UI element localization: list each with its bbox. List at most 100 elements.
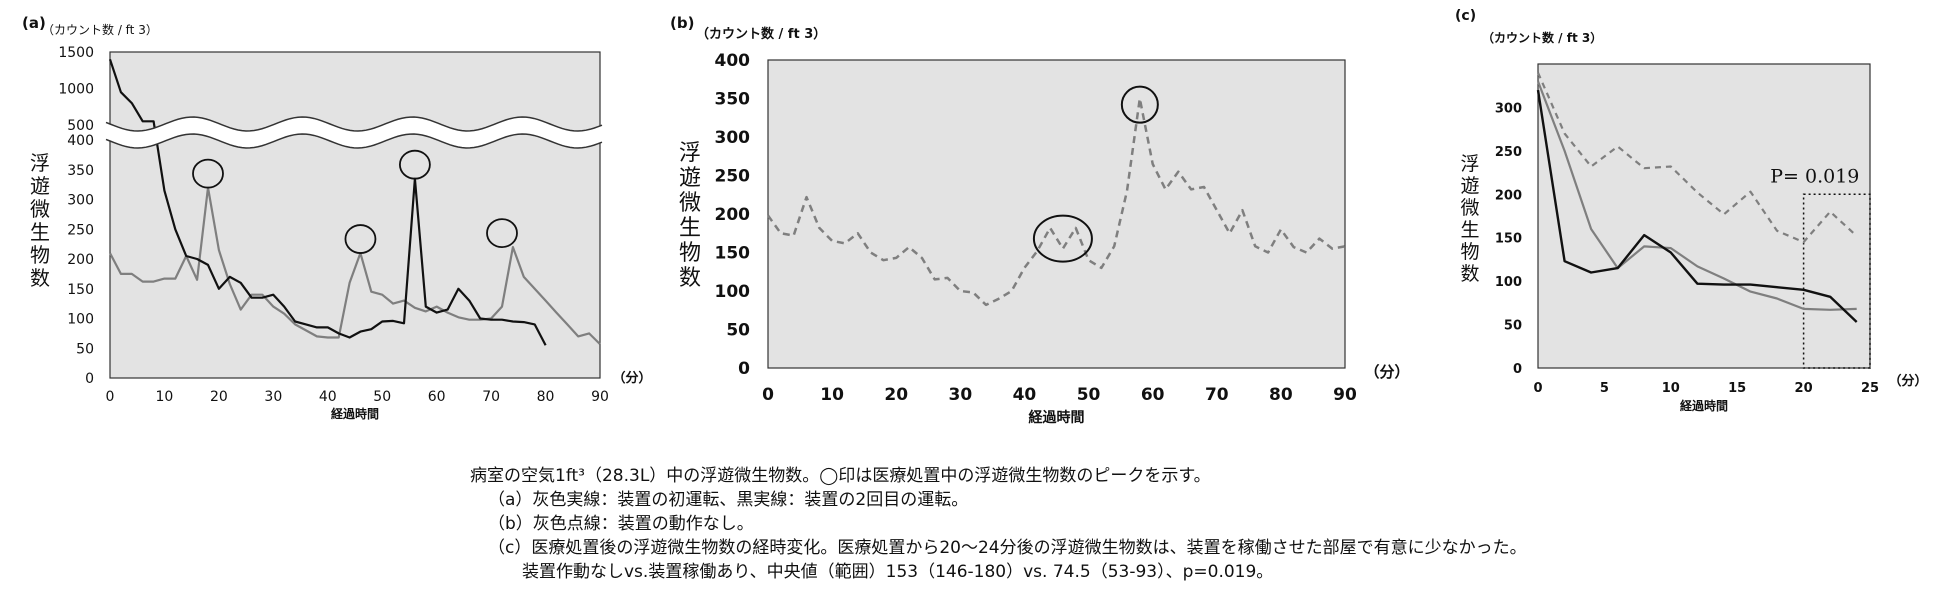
y-axis-label-b-char: 浮 xyxy=(679,141,701,166)
y-tick-label-b: 200 xyxy=(715,205,751,225)
x-tick-label-b: 20 xyxy=(884,385,908,405)
y-tick-label-a: 150 xyxy=(67,282,94,298)
y-tick-label-c: 200 xyxy=(1495,188,1522,203)
series-line-a-1 xyxy=(109,186,601,345)
y-axis-label-c-char: 微 xyxy=(1460,197,1479,219)
y-tick-label-a: 400 xyxy=(67,133,94,149)
p-value-annotation-c: P= 0.019 xyxy=(1770,165,1859,187)
y-tick-label-a: 0 xyxy=(85,371,94,387)
y-tick-label-a: 500 xyxy=(67,118,94,134)
x-tick-label-b: 70 xyxy=(1205,385,1229,405)
y-axis-label-c-char: 数 xyxy=(1460,263,1479,285)
y-axis-label-b-char: 生 xyxy=(679,216,701,241)
unit-label-b: （カウント数 / ft 3） xyxy=(696,26,826,42)
y-tick-label-a: 300 xyxy=(67,193,94,209)
caption-line-3: （b）灰色点線：装置の動作なし。 xyxy=(488,514,754,534)
series-line-c-3 xyxy=(1536,89,1858,323)
y-tick-label-a: 50 xyxy=(76,341,94,357)
unit-label-c: （カウント数 / ft 3） xyxy=(1482,30,1602,45)
unit-label-a: （カウント数 / ft 3） xyxy=(42,22,158,37)
x-tick-label-b: 50 xyxy=(1077,385,1101,405)
y-tick-label-c: 150 xyxy=(1495,232,1522,247)
y-axis-label-c-char: 遊 xyxy=(1460,175,1479,197)
y-axis-label-b-char: 物 xyxy=(679,241,701,266)
y-axis-label-c-char: 物 xyxy=(1460,241,1479,263)
peak-circle-a xyxy=(192,158,224,189)
x-tick-label-c: 10 xyxy=(1662,381,1680,396)
y-tick-label-a: 1500 xyxy=(58,45,94,61)
peak-circle-b xyxy=(1120,85,1159,124)
x-tick-label-c: 20 xyxy=(1795,381,1813,396)
y-axis-label-b: 浮遊微生物数 xyxy=(679,141,701,291)
x-tick-label-a: 10 xyxy=(156,389,174,405)
x-unit-label-b: （分） xyxy=(1364,363,1409,381)
x-tick-label-b: 0 xyxy=(762,385,774,405)
y-tick-label-b: 50 xyxy=(726,321,750,341)
y-tick-label-c: 0 xyxy=(1513,362,1522,377)
y-axis-label-b-char: 遊 xyxy=(679,166,701,191)
x-tick-label-a: 90 xyxy=(591,389,609,405)
axis-break-wave-a xyxy=(105,116,603,132)
y-tick-label-b: 350 xyxy=(715,90,751,110)
panel-label-b: (b) xyxy=(670,14,694,32)
x-axis-label-a: 経過時間 xyxy=(331,406,379,421)
x-tick-label-a: 70 xyxy=(482,389,500,405)
x-axis-label-b: 経過時間 xyxy=(1029,409,1085,426)
y-axis-label-a-char: 遊 xyxy=(30,174,50,198)
y-axis-label-a: 浮遊微生物数 xyxy=(30,151,50,290)
y-axis-label-a-char: 物 xyxy=(30,243,50,267)
y-tick-label-c: 50 xyxy=(1504,319,1522,334)
y-tick-label-b: 300 xyxy=(715,128,751,148)
x-tick-label-b: 30 xyxy=(948,385,972,405)
y-tick-label-a: 250 xyxy=(67,222,94,238)
x-axis-label-c: 経過時間 xyxy=(1680,398,1728,413)
series-line-c-1 xyxy=(1536,72,1858,244)
plot-area-c xyxy=(1537,63,1871,369)
x-tick-label-a: 60 xyxy=(428,389,446,405)
y-axis-label-b-char: 微 xyxy=(679,191,701,216)
caption-line-4: （c）医療処置後の浮遊微生物数の経時変化。医療処置から20～24分後の浮遊微生物… xyxy=(488,538,1527,558)
y-axis-label-a-char: 浮 xyxy=(30,151,50,175)
y-tick-label-b: 0 xyxy=(738,359,750,379)
x-tick-label-a: 0 xyxy=(106,389,115,405)
figure-caption: 病室の空気1ft³（28.3L）中の浮遊微生物数。◯印は医療処置中の浮遊微生物数… xyxy=(470,464,1930,584)
y-axis-label-a-char: 生 xyxy=(30,220,50,244)
x-tick-label-a: 30 xyxy=(264,389,282,405)
x-tick-label-c: 25 xyxy=(1861,381,1879,396)
plot-area-b xyxy=(767,59,1346,369)
series-line-c-2 xyxy=(1536,81,1857,311)
caption-line-5: 装置作動なしvs.装置稼働あり、中央値（範囲）153（146-180）vs. 7… xyxy=(522,562,1274,582)
panel-label-c: (c) xyxy=(1455,8,1476,24)
peak-circle-a xyxy=(398,149,431,180)
y-axis-label-b-char: 数 xyxy=(679,266,701,291)
peak-circle-a xyxy=(486,218,518,249)
panel-label-a: (a) xyxy=(22,14,46,32)
y-axis-label-c-char: 浮 xyxy=(1460,153,1479,175)
x-tick-label-b: 90 xyxy=(1333,385,1357,405)
x-tick-label-b: 80 xyxy=(1269,385,1293,405)
x-tick-label-b: 40 xyxy=(1013,385,1037,405)
caption-line-2: （a）灰色実線：装置の初運転、黒実線：装置の2回目の運転。 xyxy=(488,490,969,510)
x-unit-label-a: （分） xyxy=(612,370,651,386)
y-tick-label-a: 200 xyxy=(67,252,94,268)
y-tick-label-a: 100 xyxy=(67,312,94,328)
series-line-a-2 xyxy=(108,58,547,346)
x-tick-label-a: 50 xyxy=(373,389,391,405)
y-tick-label-a: 350 xyxy=(67,163,94,179)
x-tick-label-c: 0 xyxy=(1533,381,1542,396)
y-axis-label-c: 浮遊微生物数 xyxy=(1460,153,1479,285)
y-tick-label-b: 150 xyxy=(715,244,751,264)
peak-circle-a xyxy=(344,224,377,254)
plot-area-a xyxy=(109,51,601,379)
x-tick-label-a: 80 xyxy=(537,389,555,405)
y-axis-label-a-char: 微 xyxy=(30,197,50,221)
x-tick-label-a: 40 xyxy=(319,389,337,405)
x-tick-label-b: 10 xyxy=(820,385,844,405)
y-tick-label-c: 250 xyxy=(1495,145,1522,160)
x-tick-label-a: 20 xyxy=(210,389,228,405)
x-tick-label-c: 15 xyxy=(1728,381,1746,396)
y-tick-label-a: 1000 xyxy=(58,82,94,98)
caption-line-1: 病室の空気1ft³（28.3L）中の浮遊微生物数。◯印は医療処置中の浮遊微生物数… xyxy=(470,466,1211,486)
y-tick-label-b: 100 xyxy=(715,282,751,302)
